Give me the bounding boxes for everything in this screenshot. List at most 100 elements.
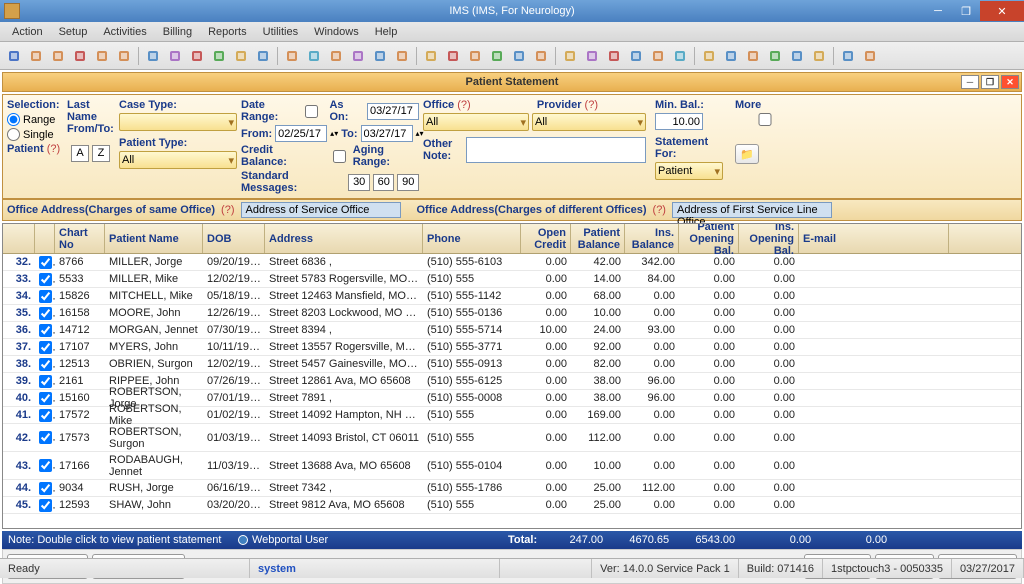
menu-windows[interactable]: Windows (306, 24, 367, 40)
single-radio[interactable] (7, 128, 20, 141)
minimize-button[interactable]: ─ (924, 1, 952, 21)
menu-activities[interactable]: Activities (95, 24, 154, 40)
toolbar-button-19[interactable] (443, 46, 463, 66)
table-row[interactable]: 42.17573ROBERTSON, Surgon01/03/1996Stree… (3, 424, 1021, 452)
range-radio[interactable] (7, 113, 20, 126)
toolbar-button-12[interactable] (282, 46, 302, 66)
table-row[interactable]: 32.8766MILLER, Jorge09/20/1960Street 683… (3, 254, 1021, 271)
menu-action[interactable]: Action (4, 24, 51, 40)
to-letter-input[interactable]: Z (92, 145, 110, 162)
toolbar-button-13[interactable] (304, 46, 324, 66)
othernote-input[interactable] (466, 137, 646, 163)
col-patopen[interactable]: Patient Opening Bal. (679, 224, 739, 253)
row-checkbox[interactable] (35, 341, 55, 354)
help-icon[interactable]: (?) (47, 143, 60, 155)
col-name[interactable]: Patient Name (105, 224, 203, 253)
toolbar-button-11[interactable] (253, 46, 273, 66)
toolbar-button-28[interactable] (648, 46, 668, 66)
col-email[interactable]: E-mail (799, 224, 949, 253)
table-row[interactable]: 35.16158MOORE, John12/26/1945Street 8203… (3, 305, 1021, 322)
toolbar-button-23[interactable] (531, 46, 551, 66)
panel-close-button[interactable]: ✕ (1001, 75, 1019, 89)
table-row[interactable]: 38.12513OBRIEN, Surgon12/02/1976Street 5… (3, 356, 1021, 373)
toolbar-button-27[interactable] (626, 46, 646, 66)
stmtfor-dropdown[interactable]: Patient▾ (655, 162, 723, 180)
menu-setup[interactable]: Setup (51, 24, 96, 40)
col-insbal[interactable]: Ins. Balance (625, 224, 679, 253)
table-row[interactable]: 37.17107MYERS, John10/11/1936Street 1355… (3, 339, 1021, 356)
help-icon[interactable]: (?) (221, 204, 234, 216)
more-checkbox[interactable] (735, 113, 795, 126)
casetype-dropdown[interactable]: ▾ (119, 113, 237, 131)
table-row[interactable]: 41.17572ROBERTSON, Mike01/02/1906Street … (3, 407, 1021, 424)
toolbar-button-36[interactable] (838, 46, 858, 66)
toolbar-button-6[interactable] (143, 46, 163, 66)
help-icon[interactable]: (?) (653, 204, 666, 216)
col-address[interactable]: Address (265, 224, 423, 253)
row-checkbox[interactable] (35, 256, 55, 269)
row-checkbox[interactable] (35, 375, 55, 388)
office-dropdown[interactable]: All▾ (423, 113, 529, 131)
toolbar-button-18[interactable] (421, 46, 441, 66)
toolbar-button-9[interactable] (209, 46, 229, 66)
provider-dropdown[interactable]: All▾ (532, 113, 646, 131)
row-checkbox[interactable] (35, 482, 55, 495)
row-checkbox[interactable] (35, 307, 55, 320)
toolbar-button-5[interactable] (114, 46, 134, 66)
col-dob[interactable]: DOB (203, 224, 265, 253)
toolbar-button-1[interactable] (26, 46, 46, 66)
help-icon[interactable]: (?) (585, 99, 598, 111)
table-row[interactable]: 33.5533MILLER, Mike12/02/1989Street 5783… (3, 271, 1021, 288)
toolbar-button-7[interactable] (165, 46, 185, 66)
toolbar-button-8[interactable] (187, 46, 207, 66)
from-date-input[interactable] (275, 125, 327, 142)
toolbar-button-16[interactable] (370, 46, 390, 66)
table-row[interactable]: 44.9034RUSH, Jorge06/16/1969Street 7342 … (3, 480, 1021, 497)
credit-checkbox[interactable] (333, 150, 346, 163)
toolbar-button-10[interactable] (231, 46, 251, 66)
sm90-input[interactable]: 90 (397, 174, 419, 191)
daterange-checkbox[interactable] (305, 105, 318, 118)
toolbar-button-0[interactable] (4, 46, 24, 66)
sm60-input[interactable]: 60 (373, 174, 395, 191)
addr-diff-input[interactable]: Address of First Service Line Office (672, 202, 832, 218)
from-letter-input[interactable]: A (71, 145, 89, 162)
panel-minimize-button[interactable]: ─ (961, 75, 979, 89)
col-phone[interactable]: Phone (423, 224, 521, 253)
ason-input[interactable] (367, 103, 419, 120)
row-checkbox[interactable] (35, 459, 55, 472)
table-row[interactable]: 34.15826MITCHELL, Mike05/18/1998Street 1… (3, 288, 1021, 305)
toolbar-button-21[interactable] (487, 46, 507, 66)
maximize-button[interactable]: ❐ (952, 1, 980, 21)
refresh-button[interactable]: 📁 (735, 144, 759, 164)
table-row[interactable]: 43.17166RODABAUGH, Jennet11/03/1951Stree… (3, 452, 1021, 480)
col-insopen[interactable]: Ins. Opening Bal. (739, 224, 799, 253)
toolbar-button-2[interactable] (48, 46, 68, 66)
row-checkbox[interactable] (35, 273, 55, 286)
toolbar-button-14[interactable] (326, 46, 346, 66)
row-checkbox[interactable] (35, 358, 55, 371)
row-checkbox[interactable] (35, 499, 55, 512)
table-row[interactable]: 45.12593SHAW, John03/20/2000Street 9812 … (3, 497, 1021, 514)
row-checkbox[interactable] (35, 431, 55, 444)
toolbar-button-26[interactable] (604, 46, 624, 66)
toolbar-button-3[interactable] (70, 46, 90, 66)
addr-same-input[interactable]: Address of Service Office (241, 202, 401, 218)
toolbar-button-29[interactable] (670, 46, 690, 66)
toolbar-button-31[interactable] (721, 46, 741, 66)
menu-utilities[interactable]: Utilities (255, 24, 306, 40)
table-row[interactable]: 36.14712MORGAN, Jennet07/30/1997Street 8… (3, 322, 1021, 339)
panel-restore-button[interactable]: ❐ (981, 75, 999, 89)
help-icon[interactable]: (?) (457, 99, 470, 111)
toolbar-button-25[interactable] (582, 46, 602, 66)
minbal-input[interactable] (655, 113, 703, 130)
toolbar-button-22[interactable] (509, 46, 529, 66)
menu-reports[interactable]: Reports (200, 24, 255, 40)
row-checkbox[interactable] (35, 409, 55, 422)
toolbar-button-35[interactable] (809, 46, 829, 66)
to-date-input[interactable] (361, 125, 413, 142)
toolbar-button-33[interactable] (765, 46, 785, 66)
toolbar-button-4[interactable] (92, 46, 112, 66)
col-opencredit[interactable]: Open Credit (521, 224, 571, 253)
toolbar-button-20[interactable] (465, 46, 485, 66)
